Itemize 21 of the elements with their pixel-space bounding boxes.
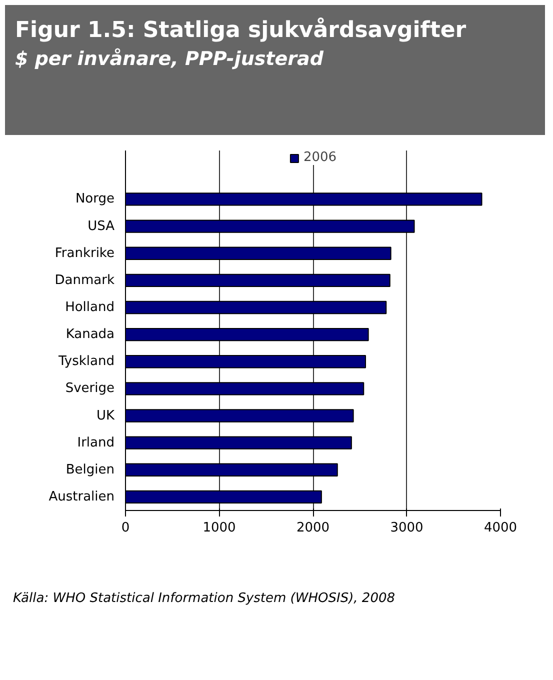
x-tick-label: 4000: [484, 520, 518, 536]
chart-title: Figur 1.5: Statliga sjukvårdsavgifter: [15, 16, 466, 45]
text: Källa: WHO Statistical Information System (WHOSIS), 2008: [13, 590, 396, 608]
x-tick-label: 2000: [296, 520, 330, 536]
y-tick-label: Irland: [77, 435, 114, 450]
y-tick-label: Norge: [75, 192, 114, 207]
y-tick-label: Belgien: [66, 462, 115, 478]
y-tick-label: Frankrike: [54, 246, 115, 261]
y-tick-label: USA: [88, 218, 115, 234]
y-tick-label: UK: [96, 408, 115, 424]
x-tick-label: 1000: [202, 520, 236, 536]
y-tick-label: Kanada: [66, 327, 114, 342]
chart-subtitle: $ per invånare, PPP-justerad: [15, 47, 324, 72]
y-tick-label: Danmark: [54, 272, 115, 288]
y-tick-label: Sverige: [65, 381, 115, 396]
y-tick-label: Tyskland: [58, 354, 115, 370]
y-tick-label: Australien: [48, 489, 115, 504]
x-tick-label: 0: [121, 520, 130, 536]
legend-label: 2006: [303, 150, 337, 165]
y-tick-label: Holland: [65, 300, 115, 315]
x-tick-label: 3000: [390, 520, 424, 536]
